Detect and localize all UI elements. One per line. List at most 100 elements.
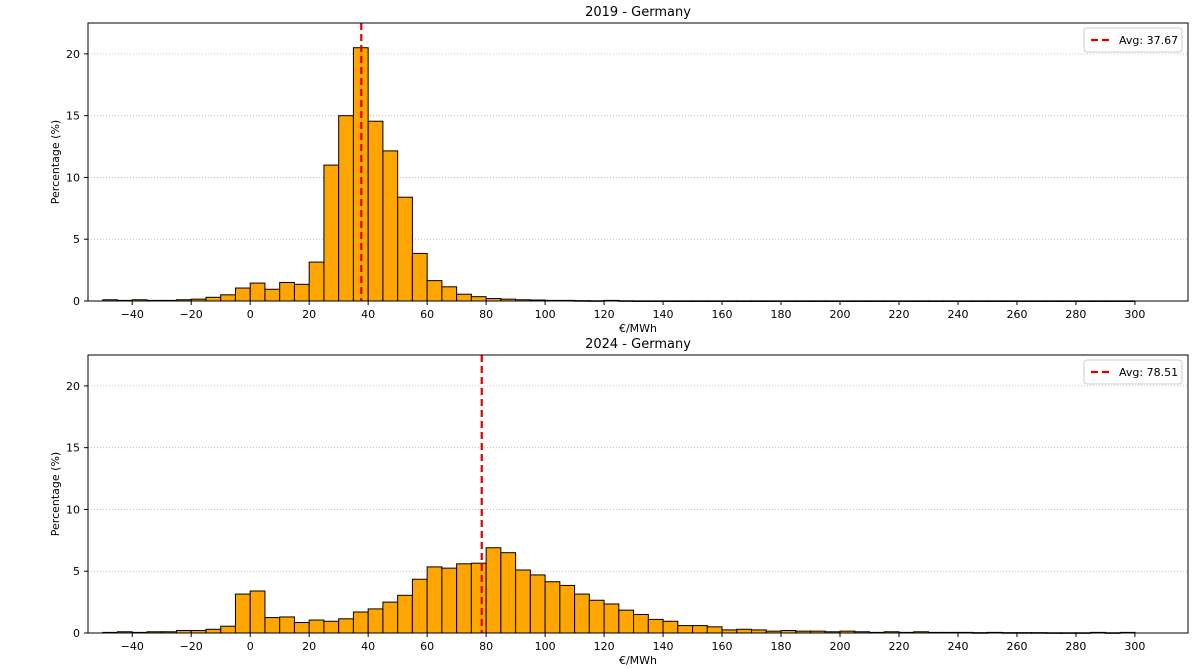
histogram-bar	[234, 287, 251, 302]
x-tick-label: 120	[594, 640, 615, 653]
legend-box	[1083, 27, 1183, 53]
histogram-bar	[677, 625, 694, 634]
histogram-bar	[544, 581, 561, 634]
x-tick-label: −40	[121, 308, 144, 321]
histogram-bar	[470, 296, 487, 302]
x-tick-label: 0	[247, 640, 254, 653]
histogram-bar	[411, 252, 428, 302]
y-tick-label: 15	[66, 110, 80, 123]
histogram-bar	[633, 613, 649, 634]
histogram-bar	[234, 593, 251, 634]
y-tick-label: 5	[73, 565, 80, 578]
x-axis-label: €/MWh	[619, 654, 657, 667]
histogram-bar	[249, 282, 266, 302]
histogram-bar	[293, 283, 310, 302]
x-tick-label: 220	[888, 308, 909, 321]
x-tick-label: 140	[653, 640, 674, 653]
y-tick-label: 15	[66, 442, 80, 455]
histogram-bar	[662, 620, 679, 634]
plot-frame	[87, 354, 1189, 634]
x-tick-label: −40	[121, 640, 144, 653]
histogram-bar	[293, 621, 310, 634]
histogram-bar	[411, 578, 428, 634]
histogram-bar	[264, 288, 281, 302]
y-tick-label: 20	[66, 380, 80, 393]
x-tick-label: 80	[479, 308, 493, 321]
histogram-bar	[692, 625, 708, 634]
x-tick-label: 200	[830, 640, 851, 653]
histogram-bar	[308, 261, 325, 302]
histogram-bar	[559, 584, 576, 634]
histogram-bar	[706, 626, 723, 634]
y-axis-label: Percentage (%)	[49, 120, 62, 204]
histogram-bar	[426, 566, 443, 634]
histogram-bar	[382, 150, 399, 302]
y-tick-label: 5	[73, 233, 80, 246]
legend-label: Avg: 78.51	[1119, 366, 1178, 379]
histogram-bar	[220, 625, 236, 634]
x-axis-label: €/MWh	[619, 322, 657, 335]
histogram-bar	[456, 293, 472, 302]
x-tick-label: −20	[180, 640, 203, 653]
x-tick-label: 240	[947, 640, 968, 653]
histogram-bar	[279, 281, 295, 302]
histogram-bar	[441, 286, 458, 302]
histogram-bar	[426, 280, 443, 302]
x-tick-label: 20	[302, 640, 316, 653]
histogram-bar	[588, 599, 605, 634]
x-tick-label: 0	[247, 308, 254, 321]
histogram-bar	[220, 294, 236, 302]
histogram-bar	[249, 590, 266, 634]
x-tick-label: 300	[1124, 308, 1145, 321]
histogram-bar	[308, 619, 325, 634]
x-tick-label: −20	[180, 308, 203, 321]
histogram-bar	[485, 547, 502, 634]
histogram-bar	[323, 620, 340, 634]
x-tick-label: 280	[1065, 640, 1086, 653]
x-tick-label: 100	[535, 308, 556, 321]
x-tick-label: 60	[420, 308, 434, 321]
x-tick-label: 80	[479, 640, 493, 653]
x-tick-label: 120	[594, 308, 615, 321]
histogram-bar	[382, 601, 399, 634]
histogram-bar	[529, 574, 546, 634]
legend-label: Avg: 37.67	[1119, 34, 1178, 47]
legend: Avg: 37.67	[1083, 27, 1183, 53]
x-tick-label: 20	[302, 308, 316, 321]
y-tick-label: 20	[66, 48, 80, 61]
x-tick-label: 180	[771, 640, 792, 653]
histogram-bar	[323, 164, 340, 302]
histogram-2019-panel: −40 −20 0 20 40 60 80 100 120 140 160 180 200 220 240 2…	[49, 5, 1189, 335]
x-tick-label: 180	[771, 308, 792, 321]
histogram-bar	[618, 609, 635, 634]
histogram-bar	[264, 617, 281, 634]
histogram-bar	[515, 569, 531, 634]
histogram-bar	[397, 594, 413, 634]
x-tick-label: 260	[1006, 308, 1027, 321]
x-tick-label: 160	[712, 640, 733, 653]
histogram-bar	[205, 628, 222, 634]
histogram-bar	[574, 593, 590, 634]
x-tick-label: 220	[888, 640, 909, 653]
y-axis-label: Percentage (%)	[49, 452, 62, 536]
x-tick-label: 140	[653, 308, 674, 321]
histogram-bar	[470, 562, 487, 634]
y-tick-label: 10	[66, 503, 80, 516]
histogram-bar	[441, 567, 458, 634]
x-tick-label: 60	[420, 640, 434, 653]
histogram-bar	[647, 618, 664, 634]
histogram-bar	[205, 296, 222, 302]
histogram-bar	[397, 196, 413, 302]
plot-frame	[87, 22, 1189, 302]
x-tick-label: 240	[947, 308, 968, 321]
x-tick-label: 40	[361, 308, 375, 321]
chart-title: 2019 - Germany	[585, 5, 691, 20]
histogram-bar	[352, 47, 369, 302]
histogram-bar	[279, 616, 295, 634]
y-tick-label: 0	[73, 295, 80, 308]
x-tick-label: 160	[712, 308, 733, 321]
y-tick-label: 0	[73, 627, 80, 640]
histogram-bar	[500, 552, 517, 634]
histogram-bar	[367, 120, 384, 302]
